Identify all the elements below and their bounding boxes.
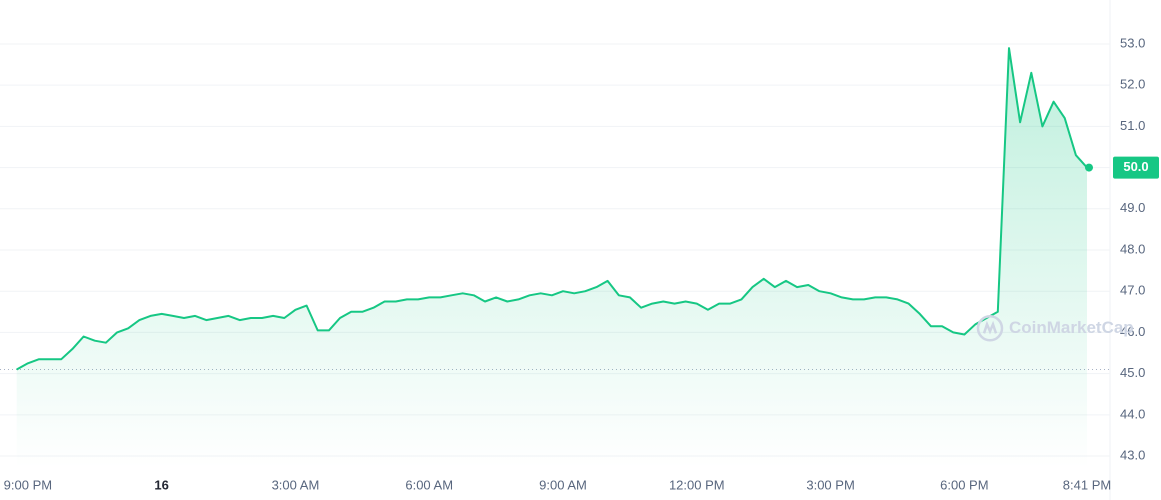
x-tick-label: 12:00 PM [669, 477, 725, 492]
watermark-logo [976, 315, 1004, 342]
x-tick-label: 16 [154, 477, 168, 492]
y-tick-label: 46.0 [1120, 324, 1145, 339]
x-tick-label: 9:00 AM [539, 477, 587, 492]
last-point [1085, 163, 1093, 172]
price-badge-label: 50.0 [1123, 159, 1148, 174]
y-tick-label: 43.0 [1120, 447, 1145, 462]
x-tick-label: 3:00 AM [272, 477, 320, 492]
watermark: CoinMarketCap [1009, 318, 1134, 337]
y-tick-label: 49.0 [1120, 200, 1145, 215]
y-tick-label: 52.0 [1120, 77, 1145, 92]
y-tick-label: 53.0 [1120, 35, 1145, 50]
y-tick-label: 44.0 [1120, 406, 1145, 421]
x-tick-label: 8:41 PM [1063, 477, 1111, 492]
y-tick-label: 48.0 [1120, 241, 1145, 256]
x-tick-label: 6:00 AM [405, 477, 453, 492]
y-tick-label: 51.0 [1120, 118, 1145, 133]
x-tick-label: 6:00 PM [940, 477, 988, 492]
watermark-logo-mark [982, 320, 998, 335]
y-tick-label: 47.0 [1120, 283, 1145, 298]
x-tick-label: 9:00 PM [4, 477, 52, 492]
price-line [16, 47, 1088, 371]
x-tick-label: 3:00 PM [806, 477, 854, 492]
price-badge [1113, 156, 1159, 179]
y-tick-label: 45.0 [1120, 365, 1145, 380]
area [16, 48, 1088, 469]
